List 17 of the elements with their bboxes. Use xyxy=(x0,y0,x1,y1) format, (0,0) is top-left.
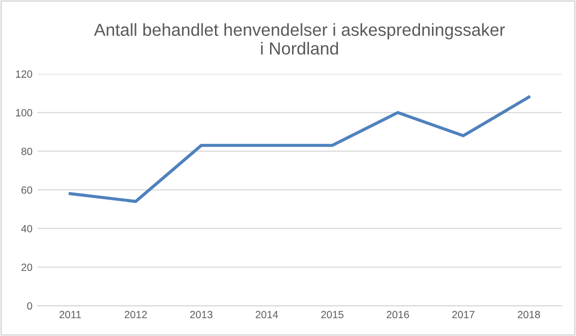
x-tick-label: 2017 xyxy=(452,310,474,318)
x-tick-label: 2015 xyxy=(321,310,344,318)
x-tick-label: 2018 xyxy=(518,310,540,318)
x-tick-label: 2016 xyxy=(386,310,409,318)
y-tick-label: 100 xyxy=(16,109,32,116)
y-tick-label: 0 xyxy=(27,302,32,310)
x-tick-label: 2014 xyxy=(256,310,278,318)
chart-title: Antall behandlet henvendelser i askespredningssaker i Nordland xyxy=(94,23,505,55)
y-tick-label: 60 xyxy=(22,186,32,194)
x-tick-label: 2012 xyxy=(124,310,147,318)
y-tick-label: 20 xyxy=(22,264,32,271)
x-tick-label: 2011 xyxy=(60,310,81,318)
y-tick-label: 40 xyxy=(21,224,32,232)
y-tick-label: 120 xyxy=(16,70,32,78)
line-series xyxy=(68,96,530,203)
y-tick-label: 80 xyxy=(21,148,32,156)
x-tick-label: 2013 xyxy=(190,310,212,318)
